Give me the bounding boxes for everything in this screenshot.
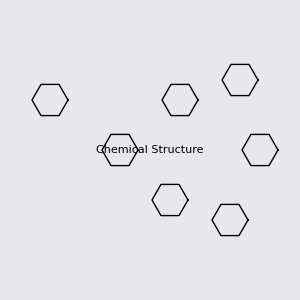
Text: Chemical Structure: Chemical Structure <box>96 145 204 155</box>
